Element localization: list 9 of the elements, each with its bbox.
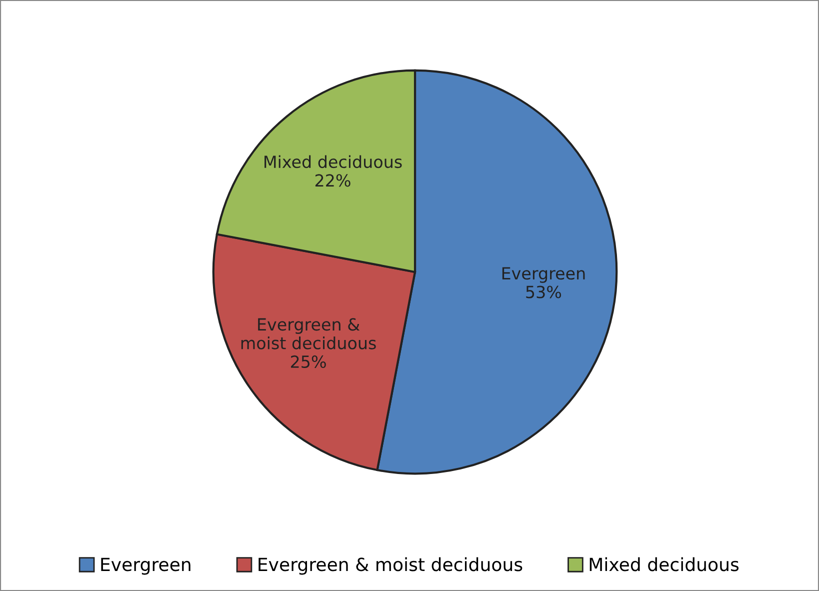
data-label: 53%: [526, 286, 562, 298]
legend-label: Evergreen & moist deciduous: [258, 557, 522, 575]
slice-label: Evergreen & moist deciduous: [241, 318, 376, 350]
legend-label: Evergreen: [101, 558, 190, 575]
slice-label: Mixed deciduous: [264, 155, 402, 168]
data-label: 25%: [290, 355, 326, 368]
legend-label: Mixed deciduous: [590, 557, 739, 572]
slice-label: Evergreen: [502, 267, 585, 283]
data-label: 22%: [315, 174, 350, 187]
